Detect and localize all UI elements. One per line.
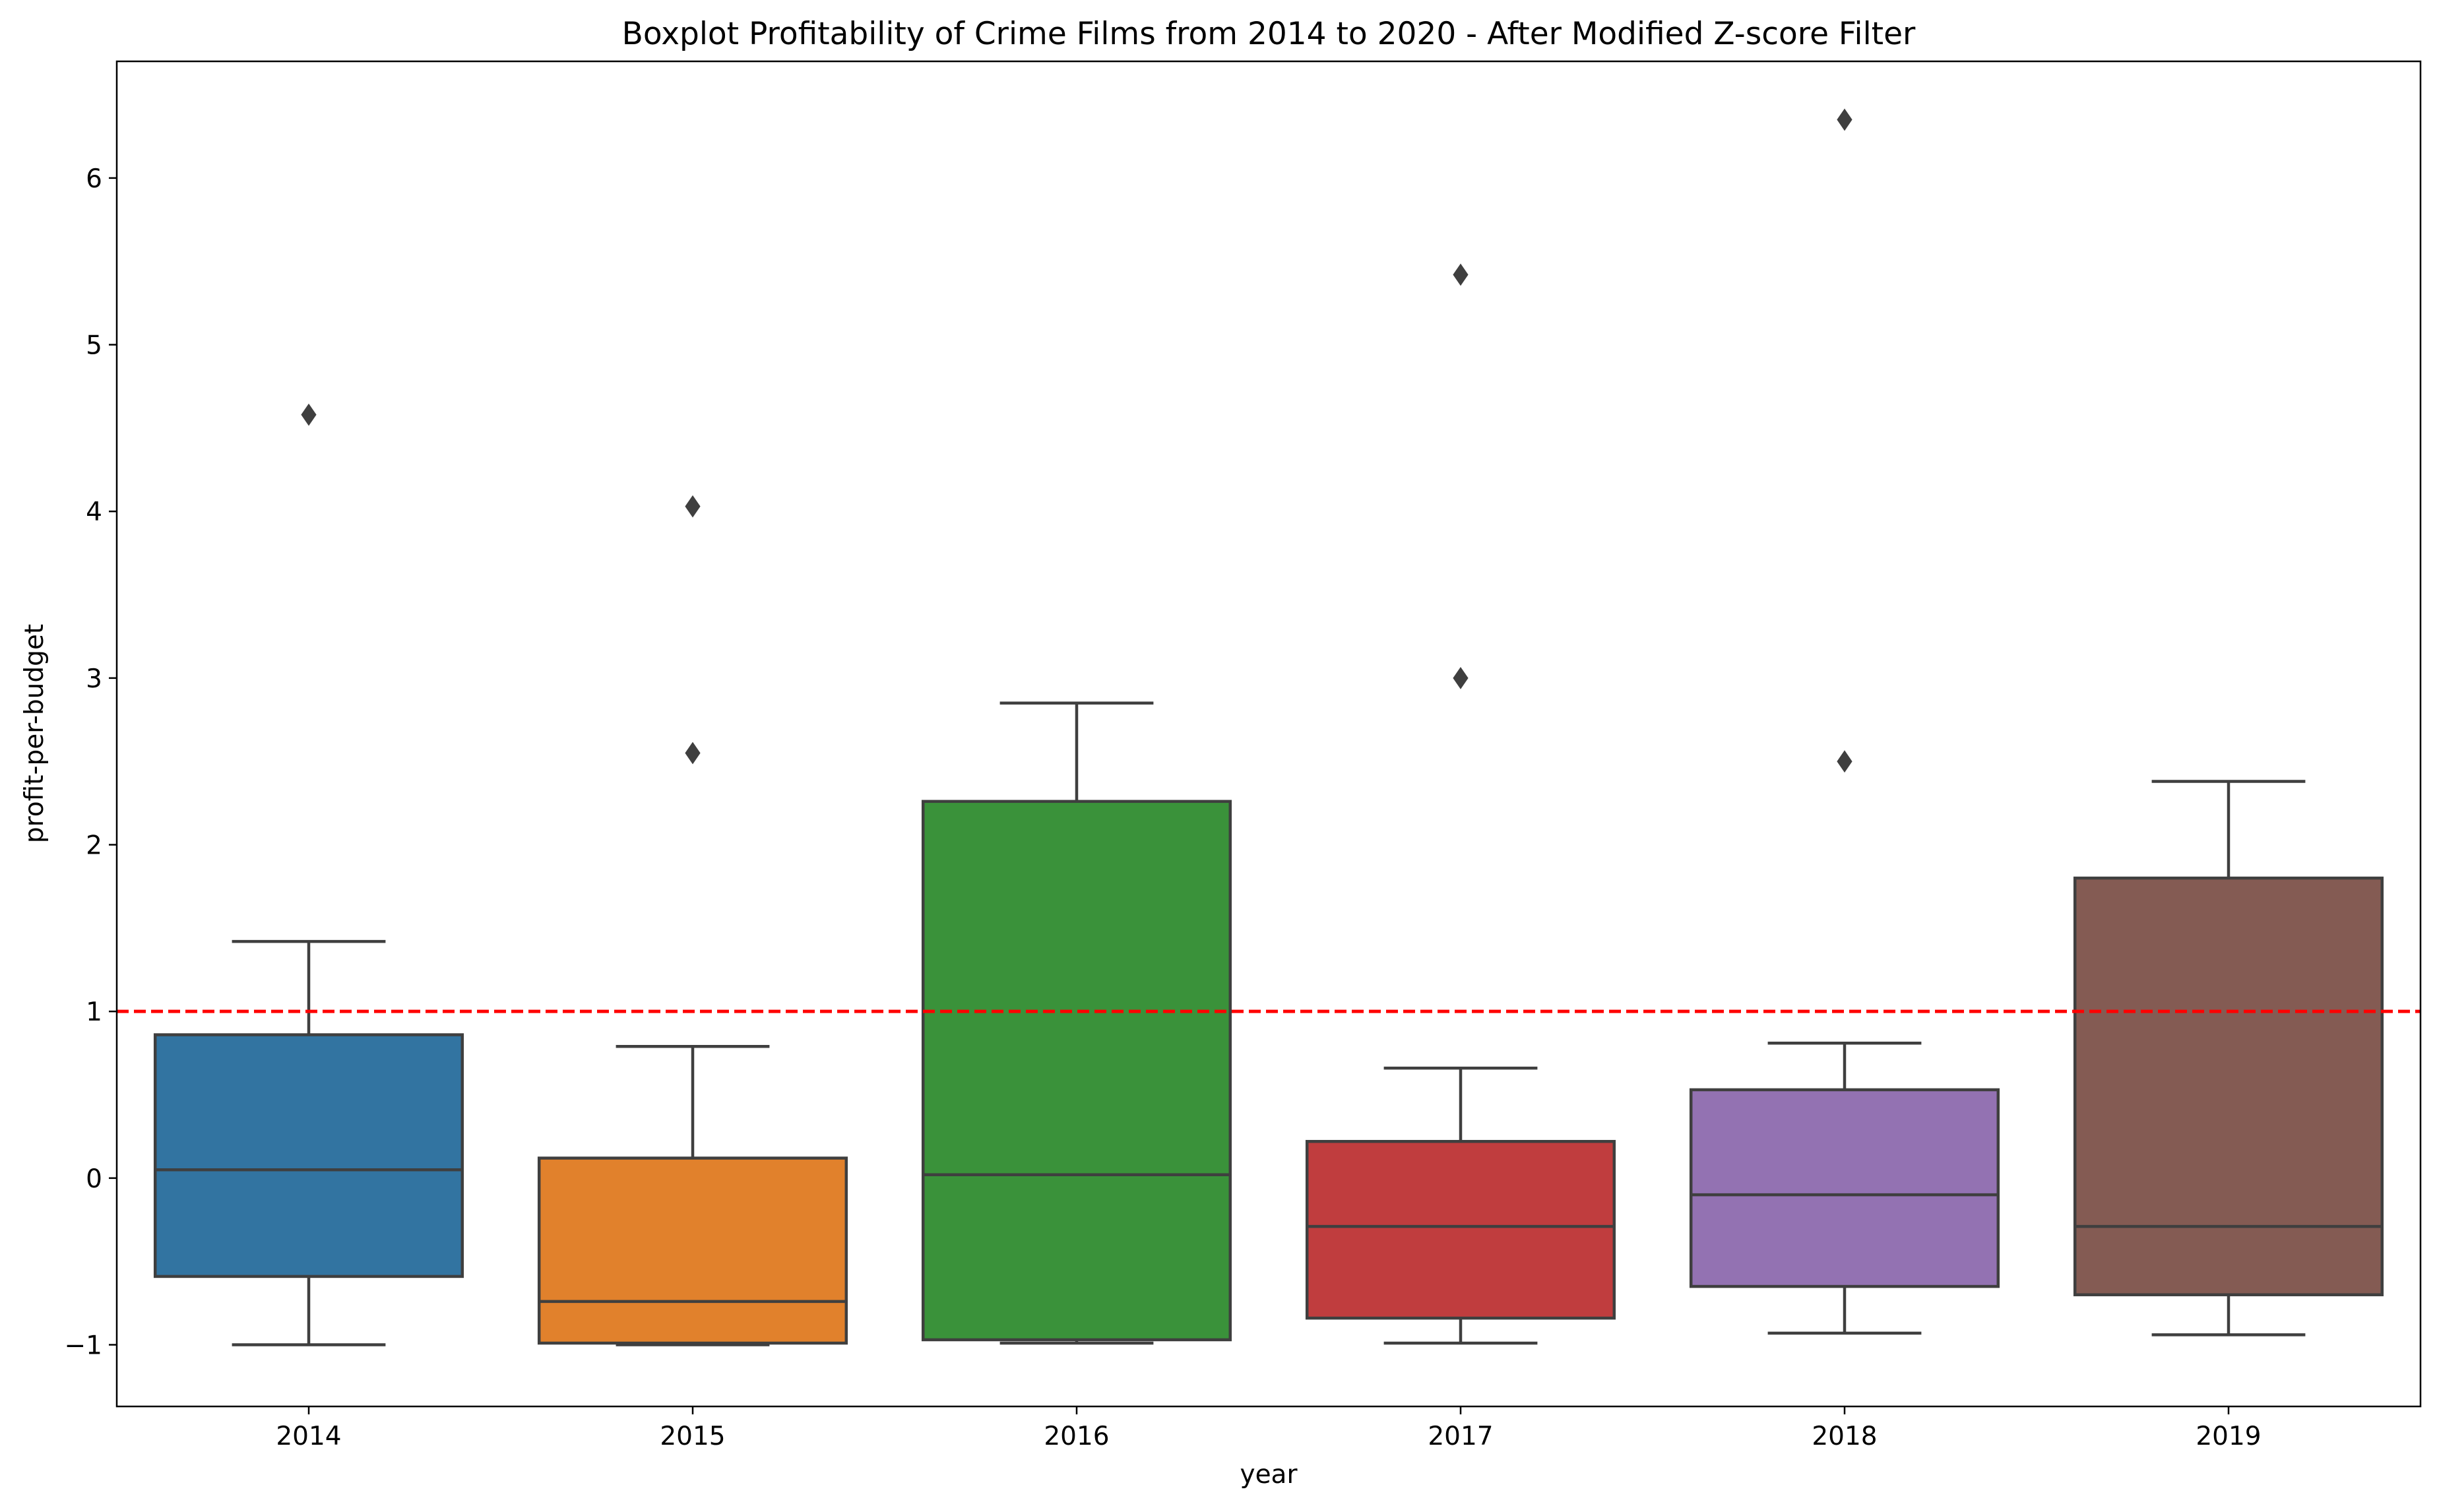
outlier-2014-0 <box>301 403 317 426</box>
x-tick-label: 2019 <box>2196 1422 2261 1451</box>
x-axis-ticks: 2014 2015 2016 2017 2018 2019 <box>276 1406 2262 1451</box>
y-axis-label: profit-per-budget <box>20 624 49 843</box>
box-group-2018 <box>1689 108 2000 1335</box>
plot-area <box>117 108 2421 1346</box>
y-tick-label: 1 <box>86 997 102 1027</box>
x-tick-label: 2016 <box>1044 1422 1109 1451</box>
y-tick-label: 5 <box>86 331 102 361</box>
outlier-2018-0 <box>1837 750 1852 773</box>
box-group-2019 <box>2073 780 2384 1337</box>
box-2014 <box>153 1033 464 1278</box>
outlier-2018-1 <box>1837 108 1852 131</box>
box-2018 <box>1689 1088 2000 1288</box>
x-tick-label: 2017 <box>1428 1422 1493 1451</box>
box-group-2015 <box>537 495 848 1346</box>
y-tick-label: 6 <box>86 164 102 194</box>
y-tick-label: 3 <box>86 664 102 694</box>
box-group-2017 <box>1305 263 1616 1345</box>
x-tick-label: 2018 <box>1812 1422 1877 1451</box>
box-2016 <box>921 800 1232 1342</box>
box-group-2014 <box>153 403 464 1346</box>
axes-frame <box>115 60 2422 1408</box>
outlier-2017-0 <box>1453 666 1469 689</box>
x-tick-label: 2015 <box>660 1422 725 1451</box>
y-axis-ticks: −1 0 1 2 3 4 5 6 <box>65 164 117 1361</box>
box-2019 <box>2073 876 2384 1296</box>
box-2017 <box>1305 1140 1616 1320</box>
outlier-2015-0 <box>685 741 701 765</box>
y-tick-label: 4 <box>86 497 102 527</box>
x-axis-label: year <box>1240 1460 1298 1490</box>
box-group-2016 <box>921 701 1232 1345</box>
outlier-2017-1 <box>1453 263 1469 286</box>
x-tick-label: 2014 <box>276 1422 341 1451</box>
box-2015 <box>537 1156 848 1345</box>
outlier-2015-1 <box>685 495 701 518</box>
y-tick-label: 2 <box>86 831 102 861</box>
chart-title: Boxplot Profitability of Crime Films fro… <box>622 16 1916 52</box>
y-tick-label: 0 <box>86 1164 102 1194</box>
y-tick-label: −1 <box>65 1331 103 1361</box>
